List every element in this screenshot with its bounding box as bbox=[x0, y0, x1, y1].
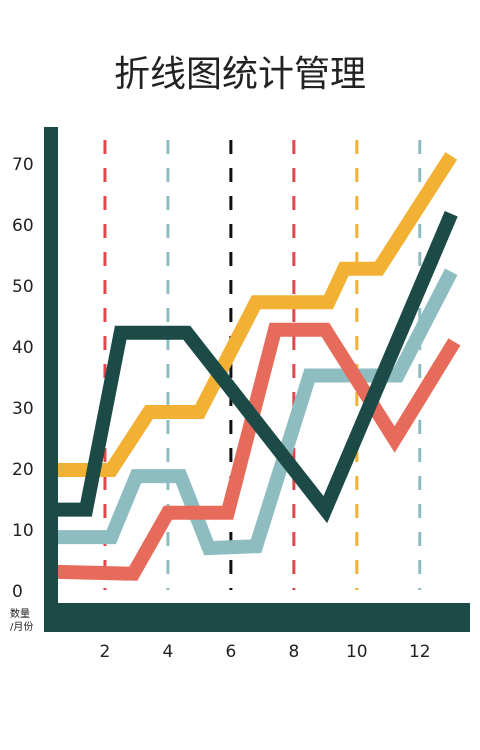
series-line bbox=[57, 211, 458, 524]
x-tick-label: 2 bbox=[100, 642, 111, 662]
x-tick-label: 8 bbox=[288, 642, 299, 662]
y-axis bbox=[44, 127, 58, 632]
y-tick-label: 50 bbox=[12, 277, 34, 297]
chart-title: 折线图统计管理 bbox=[114, 54, 366, 95]
x-axis-label: /月份 bbox=[10, 621, 33, 633]
x-tick-label: 10 bbox=[346, 642, 368, 662]
x-tick-label: 12 bbox=[409, 642, 431, 662]
x-tick-label: 4 bbox=[163, 642, 174, 662]
y-tick-label: 30 bbox=[12, 399, 34, 419]
axes: 0 10 20 30 40 50 60 70 2 4 6 8 10 12 bbox=[12, 127, 470, 662]
y-axis-label: 数量 bbox=[10, 607, 30, 620]
y-tick-label: 20 bbox=[12, 460, 34, 480]
y-tick-label: 70 bbox=[12, 155, 34, 175]
lines bbox=[57, 152, 461, 581]
series-line bbox=[57, 152, 458, 477]
y-tick-label: 60 bbox=[12, 216, 34, 236]
x-axis bbox=[44, 603, 470, 632]
y-tick-label: 40 bbox=[12, 338, 34, 358]
x-tick-label: 6 bbox=[225, 642, 236, 662]
series-line bbox=[57, 268, 458, 556]
y-tick-label: 10 bbox=[12, 521, 34, 541]
y-tick-label: 0 bbox=[12, 582, 23, 602]
